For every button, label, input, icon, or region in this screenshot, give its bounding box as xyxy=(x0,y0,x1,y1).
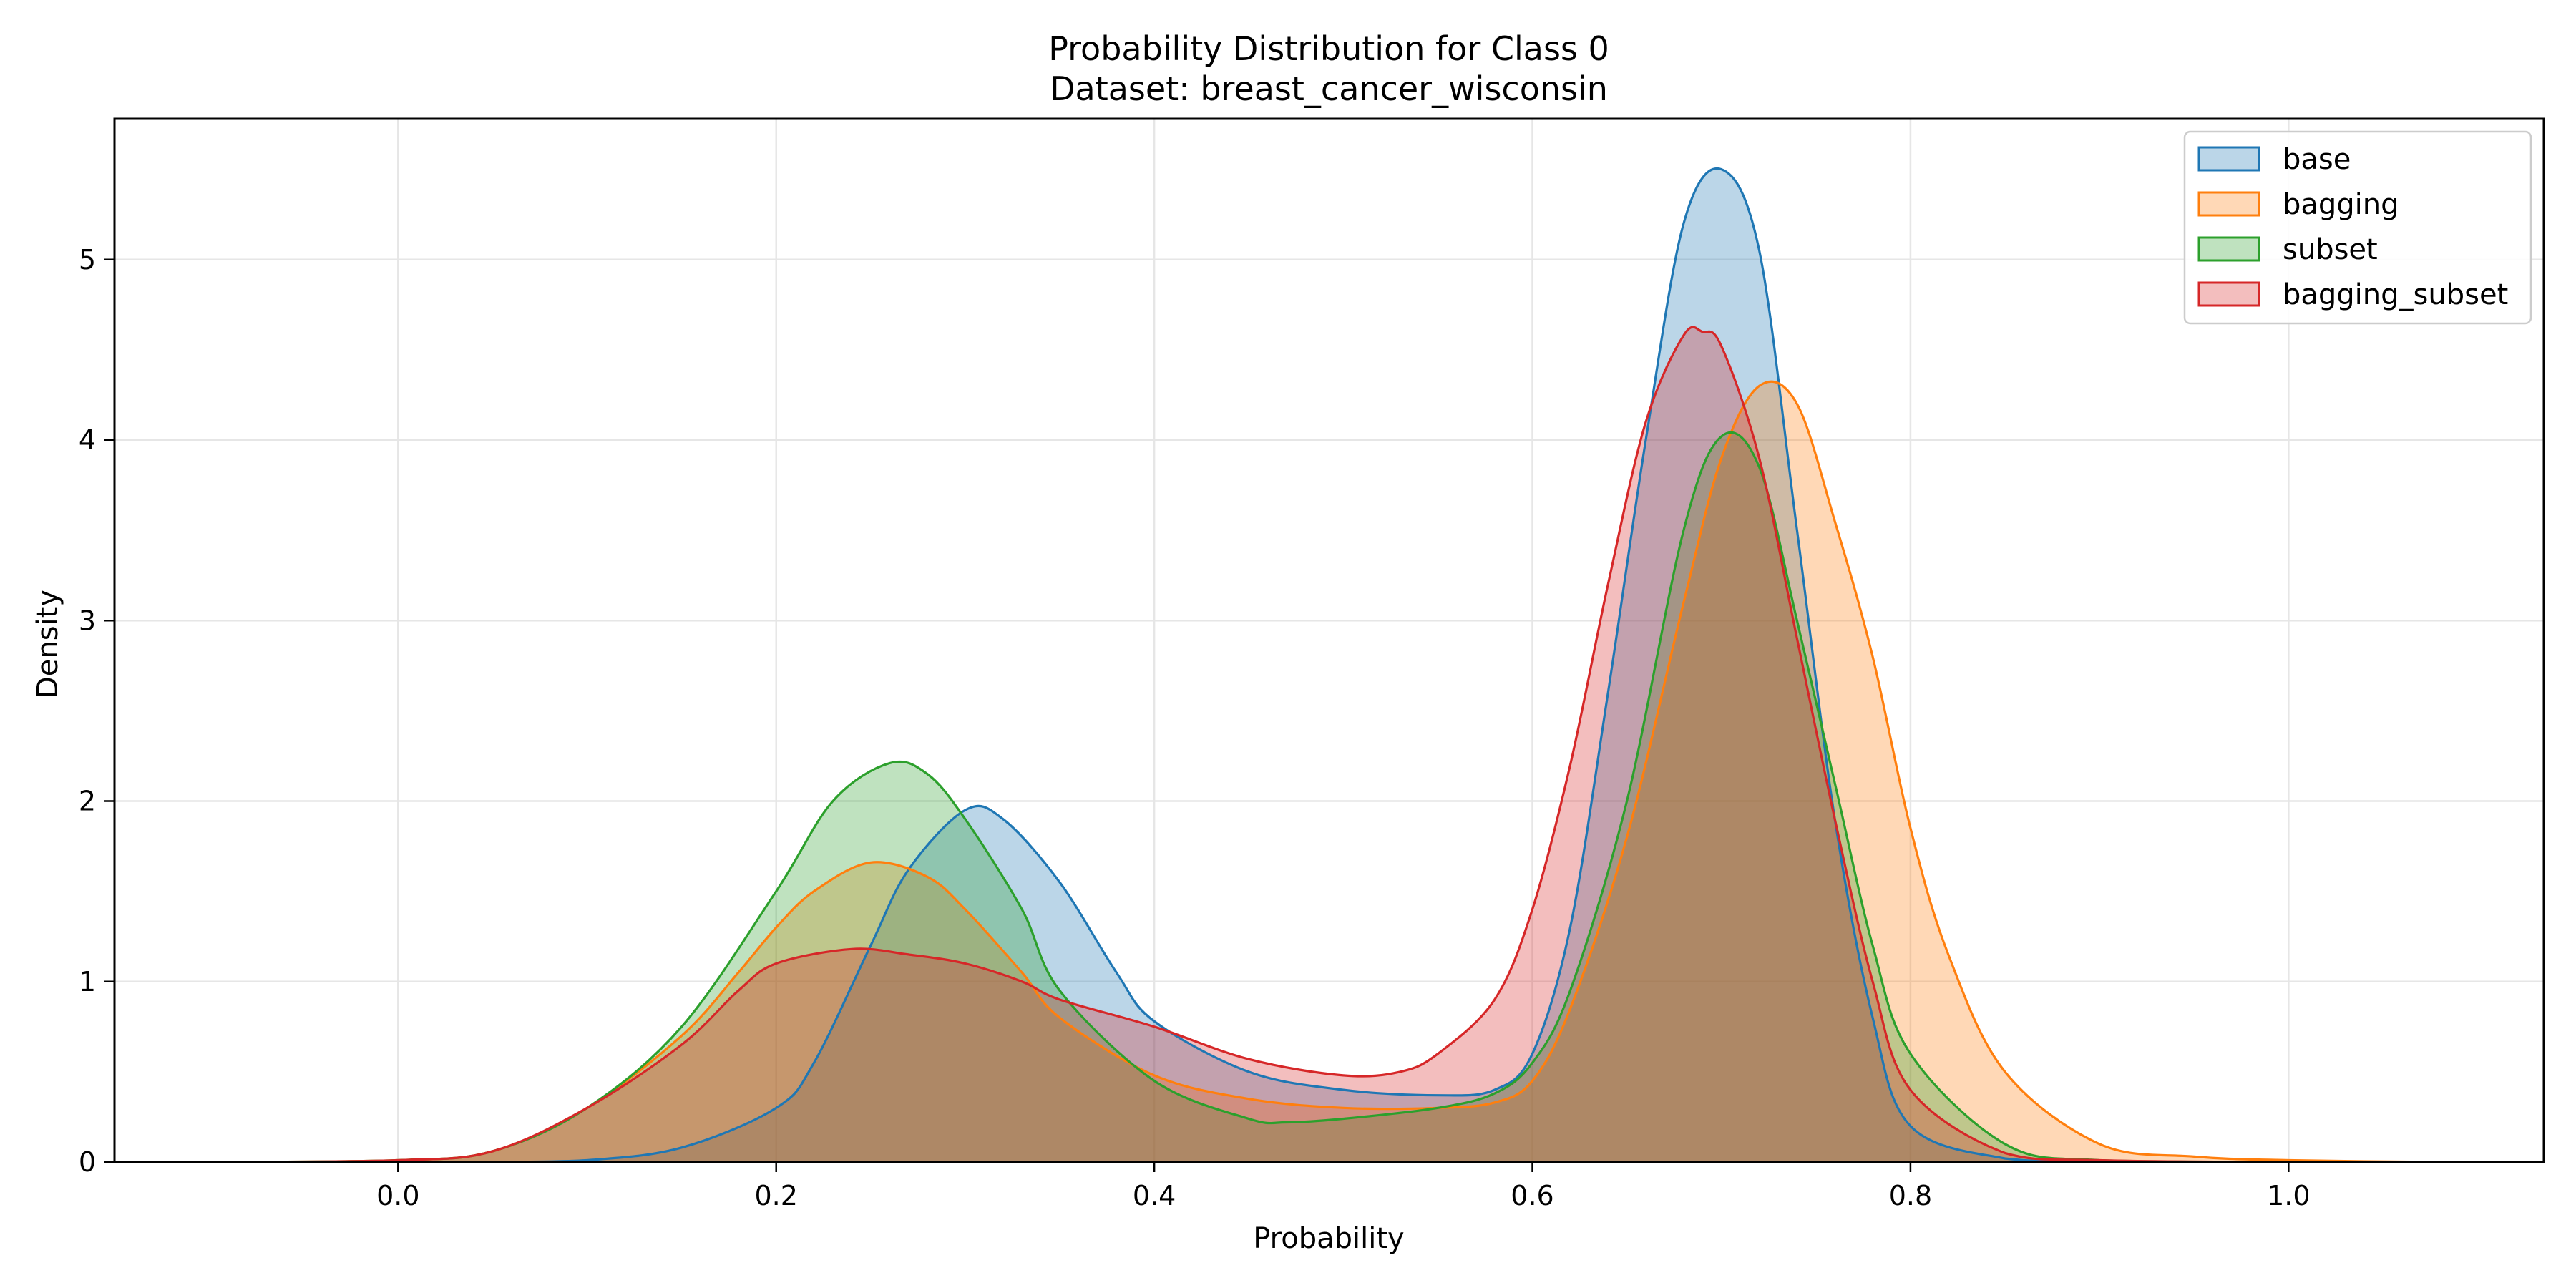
legend-label-base: base xyxy=(2283,143,2351,176)
y-tick-label: 3 xyxy=(79,605,96,636)
line-base xyxy=(209,167,2440,1163)
area-base xyxy=(209,168,2440,1162)
plot-frame xyxy=(113,117,2545,1163)
line-bagging xyxy=(209,380,2440,1163)
chart-title: Probability Distribution for Class 0 xyxy=(1048,29,1609,68)
density-lines xyxy=(209,167,2440,1163)
x-tick-label: 0.0 xyxy=(376,1180,419,1211)
density-areas xyxy=(209,168,2440,1162)
legend-swatch-bagging_subset xyxy=(2197,281,2260,307)
legend-label-bagging_subset: bagging_subset xyxy=(2283,278,2508,311)
grid xyxy=(114,119,2544,1163)
line-bagging_subset xyxy=(209,326,2440,1163)
legend-swatch-bagging xyxy=(2197,191,2260,217)
y-tick-label: 1 xyxy=(79,966,96,997)
area-bagging_subset xyxy=(209,327,2440,1162)
area-bagging xyxy=(209,381,2440,1162)
axis-ticks: 0.0 0.2 0.4 0.6 0.8 1.0 0 1 2 3 4 5 xyxy=(79,244,2311,1211)
line-subset xyxy=(209,431,2440,1163)
x-tick-label: 0.6 xyxy=(1511,1180,1553,1211)
x-tick-label: 1.0 xyxy=(2267,1180,2310,1211)
y-tick-label: 5 xyxy=(79,244,96,275)
x-tick-label: 0.8 xyxy=(1889,1180,1932,1211)
legend-swatch-base xyxy=(2197,146,2260,172)
x-tick-label: 0.2 xyxy=(754,1180,797,1211)
x-tick-label: 0.4 xyxy=(1133,1180,1176,1211)
y-axis-label: Density xyxy=(31,590,64,698)
y-tick-label: 0 xyxy=(79,1146,96,1178)
legend-swatch-subset xyxy=(2197,236,2260,262)
chart-subtitle: Dataset: breast_cancer_wisconsin xyxy=(1050,69,1608,108)
legend-box xyxy=(2183,130,2532,325)
legend-label-subset: subset xyxy=(2283,233,2378,266)
x-axis-label: Probability xyxy=(1253,1222,1404,1255)
y-tick-label: 2 xyxy=(79,786,96,817)
legend: base bagging subset bagging_subset xyxy=(2183,130,2532,325)
y-tick-label: 4 xyxy=(79,424,96,456)
legend-label-bagging: bagging xyxy=(2283,188,2399,221)
area-subset xyxy=(209,432,2440,1162)
